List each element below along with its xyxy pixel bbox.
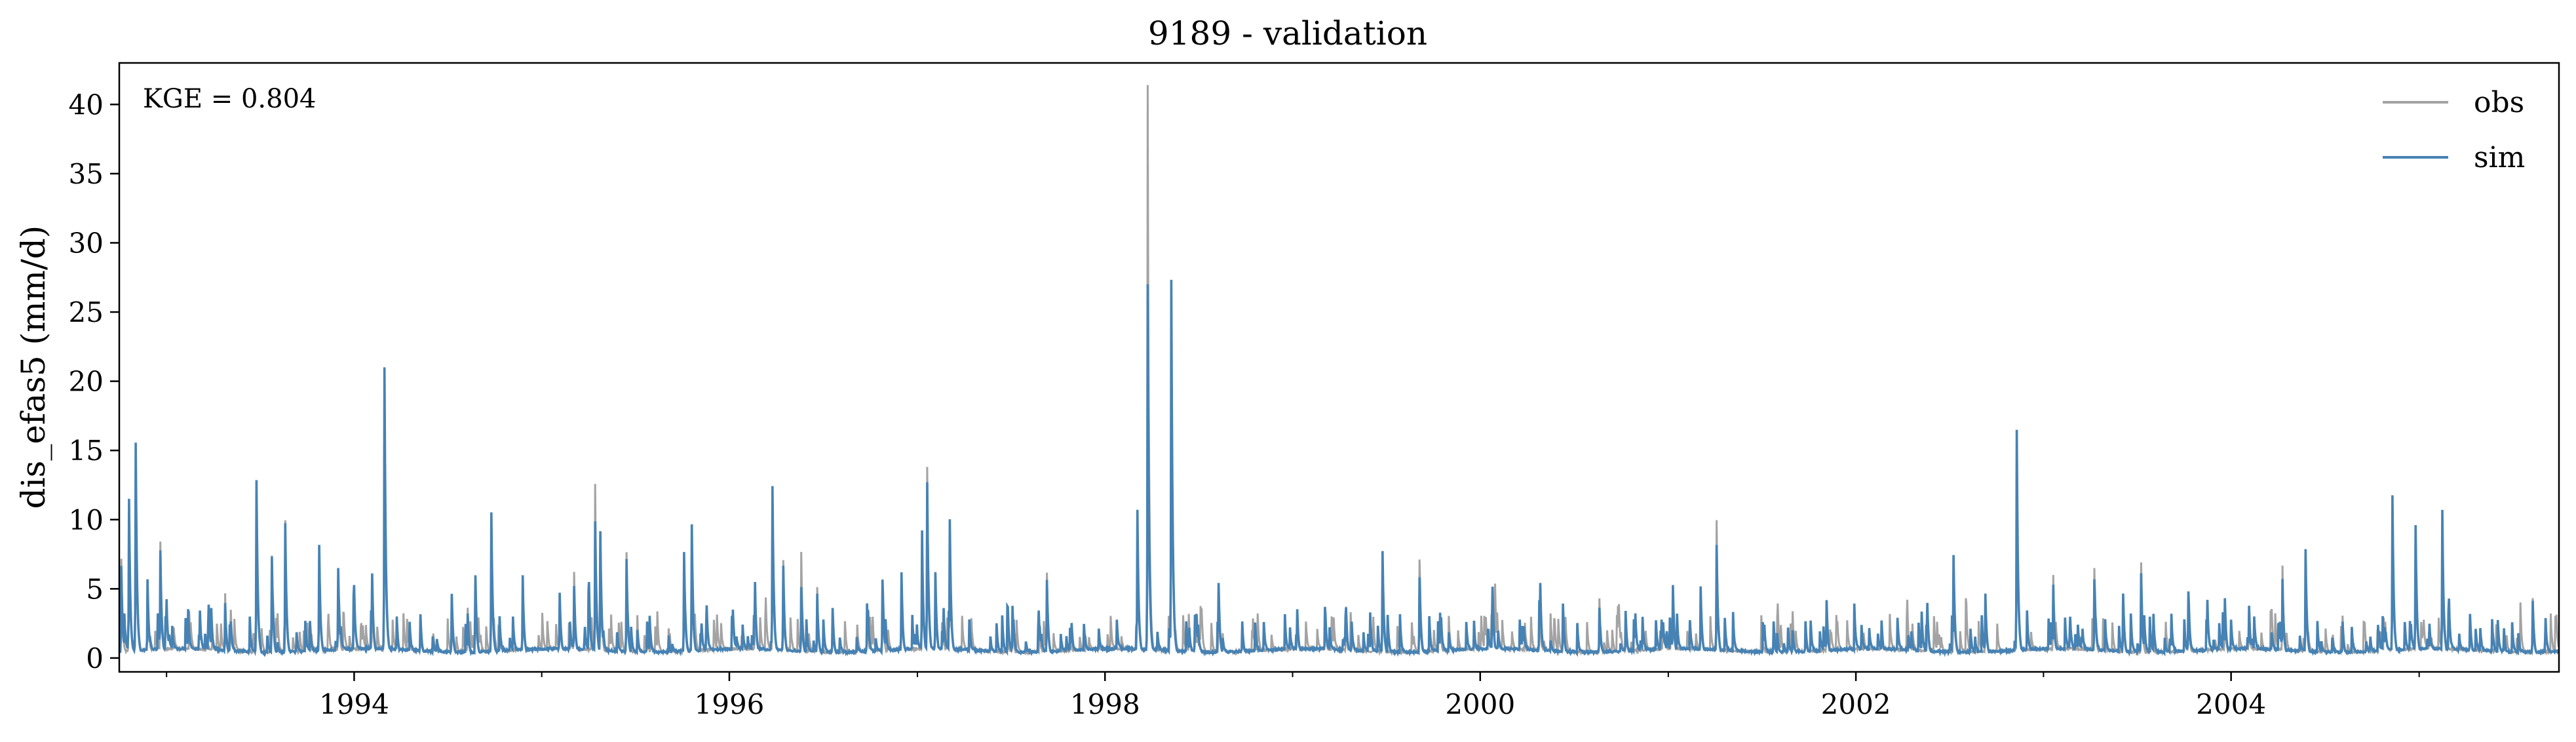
series-line-obs xyxy=(119,85,2559,657)
legend-sim-label: sim xyxy=(2474,141,2525,174)
y-axis: 0 5 10 15 20 25 30 35 40 xyxy=(69,88,119,674)
y-axis-label: dis_efas5 (mm/d) xyxy=(14,225,52,509)
kge-annotation: KGE = 0.804 xyxy=(143,84,317,114)
x-axis: 1994 1996 1998 2000 2002 2004 xyxy=(166,672,2420,720)
x-tick-label: 2002 xyxy=(1821,688,1891,720)
legend-obs-label: obs xyxy=(2474,86,2524,119)
x-tick-label: 1994 xyxy=(319,688,389,720)
y-tick-label: 15 xyxy=(69,435,104,467)
y-tick-label: 10 xyxy=(69,504,104,536)
x-tick-label: 2000 xyxy=(1445,688,1515,720)
y-tick-label: 30 xyxy=(69,227,104,259)
y-tick-label: 25 xyxy=(69,296,104,328)
plot-series xyxy=(119,85,2559,657)
x-tick-label: 1998 xyxy=(1070,688,1140,720)
y-tick-label: 5 xyxy=(86,573,104,605)
y-tick-label: 20 xyxy=(69,366,104,398)
chart-title: 9189 - validation xyxy=(1148,14,1427,52)
y-tick-label: 40 xyxy=(69,88,104,121)
y-tick-label: 0 xyxy=(86,642,104,674)
plot-frame xyxy=(118,62,2560,673)
y-tick-label: 35 xyxy=(69,158,104,190)
legend: obs sim xyxy=(2383,86,2525,174)
x-tick-label: 2004 xyxy=(2196,688,2266,720)
x-tick-label: 1996 xyxy=(695,688,765,720)
series-line-sim xyxy=(119,279,2559,657)
